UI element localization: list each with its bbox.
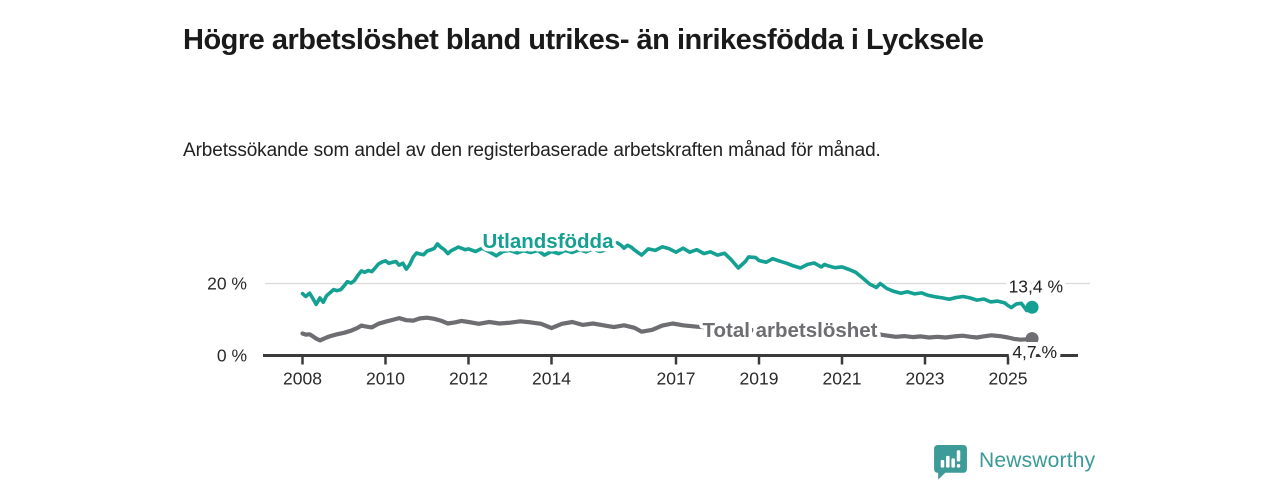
x-axis-tick-label: 2025 [989,369,1028,389]
brand-name: Newsworthy [979,449,1096,472]
page-subtitle: Arbetssökande som andel av den registerb… [183,140,881,161]
x-axis-tick-label: 2023 [906,369,945,389]
y-axis-tick-label: 20 % [207,274,247,294]
x-axis-tick-label: 2010 [366,369,405,389]
end-dot [1025,300,1039,314]
end-value-labels: 13,4 % 4,7 % [1005,272,1067,366]
y-axis-tick-labels: 20 % 0 % [207,274,247,366]
x-axis-tick-label: 2019 [740,369,779,389]
end-value-label: 4,7 % [1012,342,1057,362]
line-end-dots [1025,300,1039,346]
x-axis [263,354,1078,365]
page-title: Högre arbetslöshet bland utrikes- än inr… [183,24,984,57]
data-lines [300,241,1035,343]
x-axis-tick-label: 2021 [823,369,862,389]
x-axis-tick-label: 2014 [532,369,571,389]
x-axis-tick-label: 2008 [283,369,322,389]
line-utlandsfodda [300,241,1034,313]
series-label: Utlandsfödda [483,230,615,253]
y-axis-tick-label: 0 % [217,346,247,366]
x-axis-tick-label: 2017 [657,369,696,389]
end-dot [1025,332,1039,346]
end-value-label: 13,4 % [1009,276,1063,296]
newsworthy-speech-bubble-bar-chart-icon [934,444,967,479]
series-inline-labels: Utlandsfödda Total arbetslöshet [479,227,881,346]
x-axis-tick-labels: 2008 2010 2012 2014 2017 2019 2021 2023 2025 [283,369,1027,389]
line-total [300,315,1035,343]
x-axis-tick-label: 2012 [449,369,488,389]
series-label: Total arbetslöshet [702,319,877,342]
newsworthy-logo[interactable]: Newsworthy [932,442,1095,480]
